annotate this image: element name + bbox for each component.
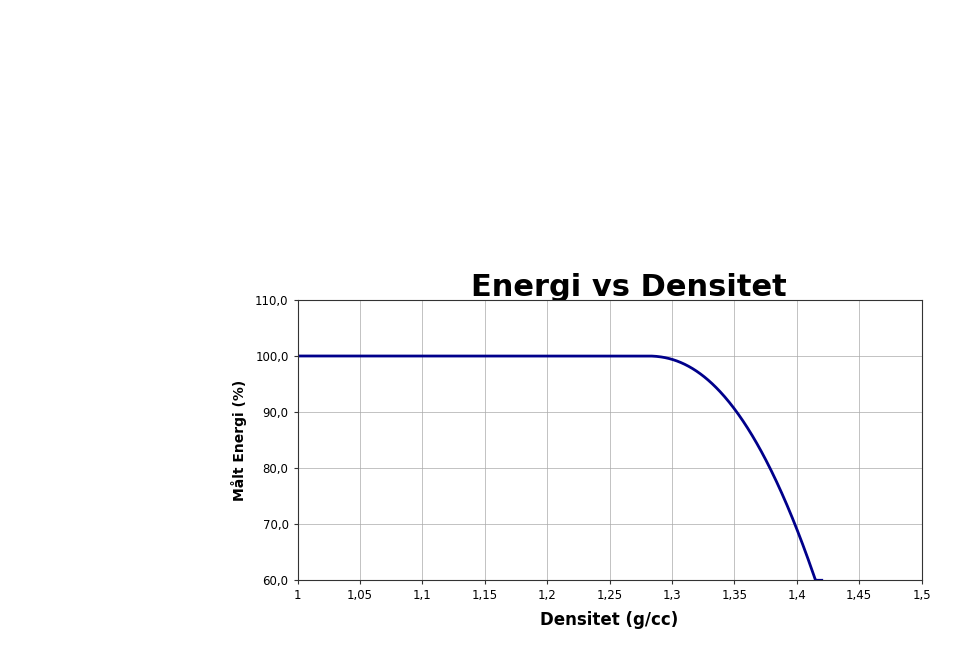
Text: Sprengstoff – Kritisk tetthet: Sprengstoff – Kritisk tetthet [193, 23, 767, 65]
X-axis label: Densitet (g/cc): Densitet (g/cc) [540, 611, 679, 629]
Text: Energi vs Densitet: Energi vs Densitet [471, 273, 786, 302]
Y-axis label: Målt Energi (%): Målt Energi (%) [230, 379, 247, 501]
